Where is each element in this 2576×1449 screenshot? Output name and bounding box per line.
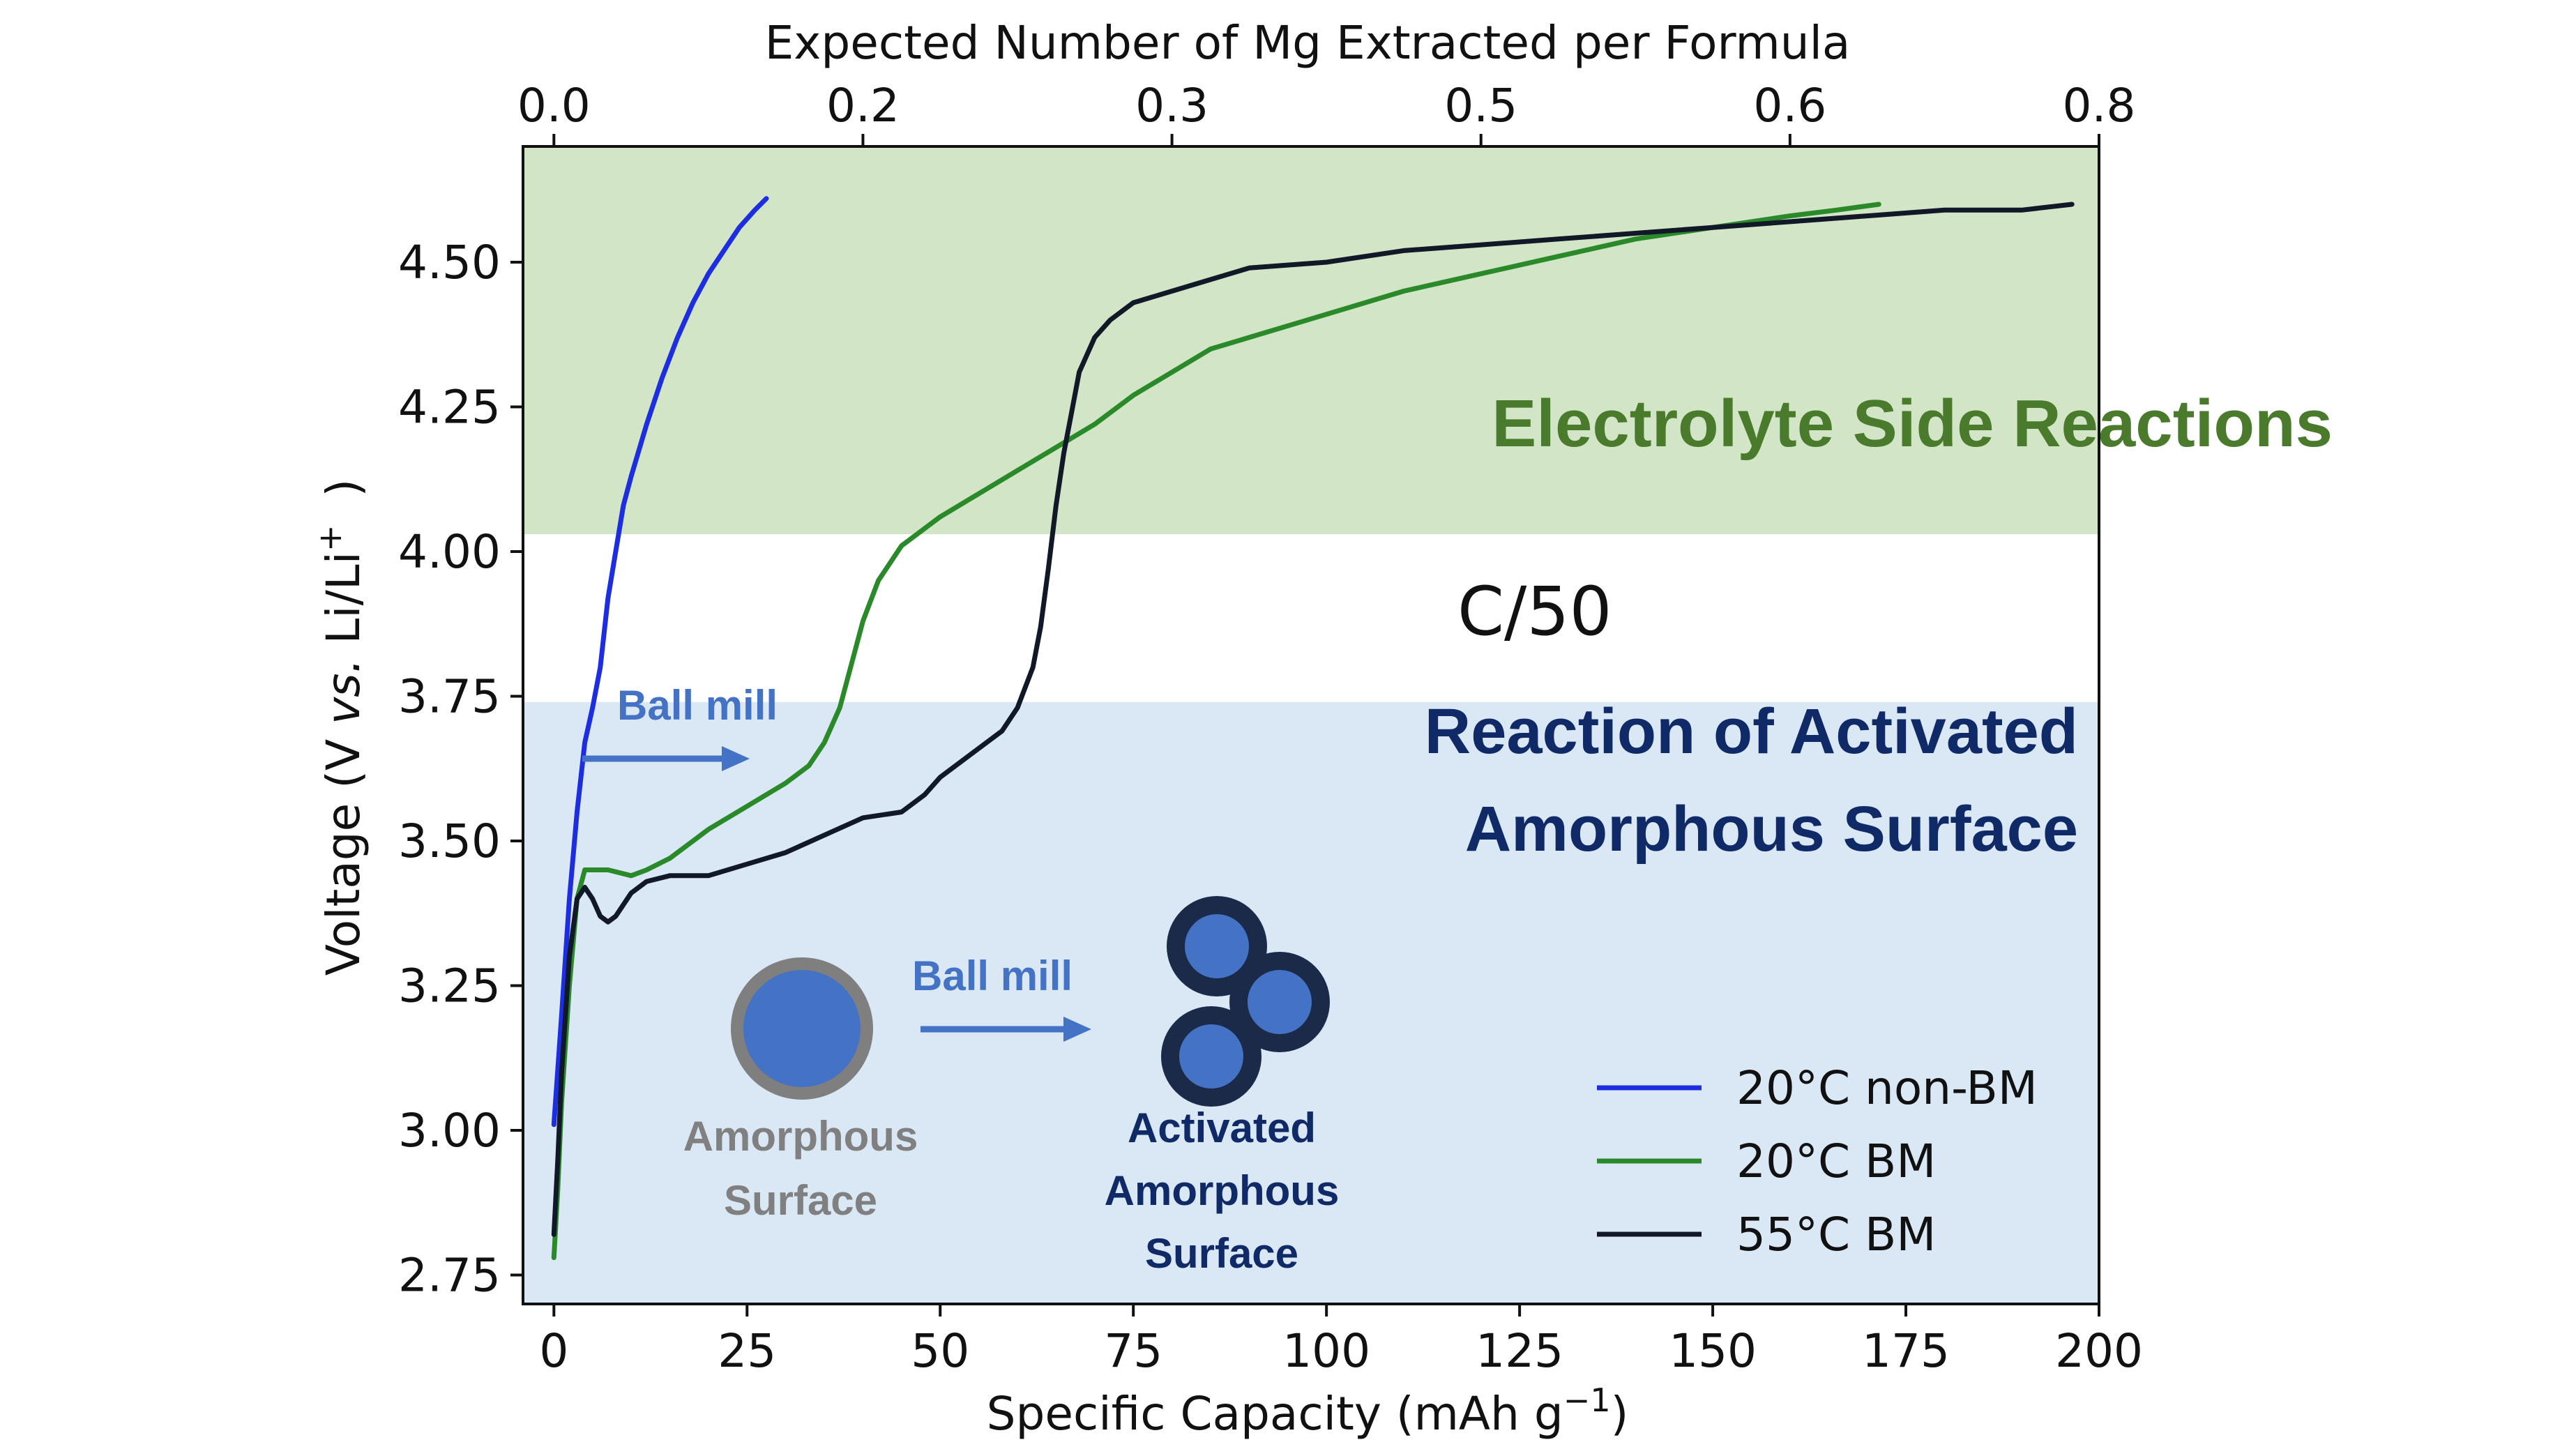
y-tick-label: 3.75	[398, 670, 501, 724]
x-tick-label: 150	[1669, 1324, 1757, 1378]
x-tick-label: 200	[2055, 1324, 2143, 1378]
ballmill-mid-label: Ball mill	[912, 953, 1073, 999]
activated-particles-icon	[1161, 896, 1330, 1107]
x-axis-title: Specific Capacity (mAh g−1)	[987, 1381, 1629, 1441]
activated-label-line3: Surface	[1145, 1230, 1298, 1277]
x-tick-label: 75	[1104, 1324, 1162, 1378]
y-tick-label: 3.50	[398, 814, 501, 868]
series-layer	[551, 196, 2075, 1261]
x-tick-label: 0	[539, 1324, 568, 1378]
activated-label-line1: Activated	[1128, 1105, 1316, 1151]
series-line-1	[551, 202, 1881, 1261]
series-line-2	[551, 202, 2075, 1237]
plot-frame	[522, 145, 2100, 1305]
x-tick-label: 50	[911, 1324, 969, 1378]
y-tick-label: 4.25	[398, 381, 501, 434]
legend: 20°C non-BM 20°C BM 55°C BM	[1597, 1061, 2038, 1261]
x2-axis-title: Expected Number of Mg Extracted per Form…	[765, 16, 1851, 70]
legend-label: 55°C BM	[1736, 1208, 1936, 1261]
x-tick-label: 125	[1476, 1324, 1563, 1378]
rate-label: C/50	[1457, 572, 1612, 651]
x-tick-label: 25	[718, 1324, 776, 1378]
x2-tick-label: 0.5	[1444, 79, 1517, 132]
y-tick-label: 4.00	[398, 525, 501, 579]
x2-tick-label: 0.6	[1753, 79, 1826, 132]
ballmill-mid-arrow	[920, 1017, 1091, 1042]
y-tick-label: 3.00	[398, 1104, 501, 1158]
x2-tick-label: 0.0	[517, 79, 591, 132]
activated-label-line2: Amorphous	[1105, 1167, 1340, 1214]
x2-tick-label: 0.2	[826, 79, 900, 132]
axes: 0 25 50 75 100 125 150 175 200 2.75 3.00 3.25 3.50 3.…	[398, 79, 2143, 1378]
ballmill-top-arrow	[582, 746, 750, 771]
x2-tick-label: 0.3	[1135, 79, 1209, 132]
reaction-label-line1: Reaction of Activated	[1425, 696, 2078, 767]
amorphous-label-line1: Amorphous	[683, 1113, 918, 1160]
x-tick-label: 100	[1282, 1324, 1370, 1378]
y-tick-label: 4.50	[398, 236, 501, 289]
legend-label: 20°C BM	[1736, 1135, 1936, 1188]
x-tick-label: 175	[1862, 1324, 1950, 1378]
y-tick-label: 2.75	[398, 1249, 501, 1303]
amorphous-label-line2: Surface	[724, 1177, 877, 1224]
electrolyte-label: Electrolyte Side Reactions	[1492, 386, 2333, 461]
y-axis-title: Voltage (V vs. Li/Li+)	[311, 479, 370, 976]
ballmill-top-label: Ball mill	[617, 682, 778, 729]
amorphous-particle-icon	[731, 957, 873, 1100]
series-line-0	[551, 196, 769, 1128]
reaction-label-line2: Amorphous Surface	[1465, 794, 2078, 865]
y-tick-label: 3.25	[398, 959, 501, 1013]
legend-label: 20°C non-BM	[1736, 1061, 2038, 1115]
x2-tick-label: 0.8	[2063, 79, 2136, 132]
